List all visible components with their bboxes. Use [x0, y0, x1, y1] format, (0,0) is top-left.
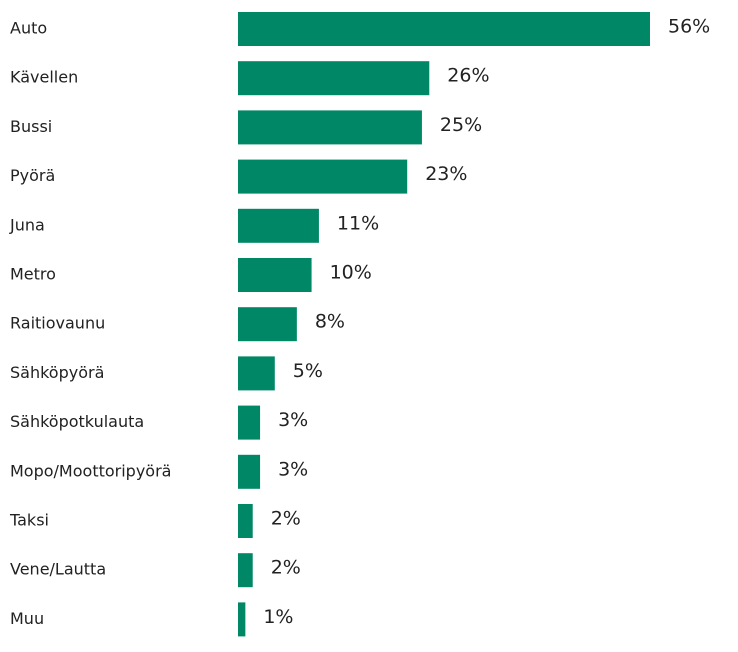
category-label: Juna [9, 215, 45, 234]
value-label: 10% [330, 262, 372, 284]
value-label: 8% [315, 311, 345, 333]
category-label: Auto [10, 19, 47, 38]
bar [238, 356, 275, 391]
value-label: 56% [668, 16, 710, 38]
category-label: Mopo/Moottoripyörä [10, 461, 171, 480]
category-label: Sähköpotkulauta [10, 412, 144, 431]
value-label: 26% [447, 65, 489, 87]
bar [238, 208, 319, 243]
bar [238, 159, 408, 194]
category-label: Taksi [9, 511, 49, 530]
category-label: Muu [10, 609, 44, 628]
bar [238, 454, 261, 489]
category-label: Vene/Lautta [10, 560, 106, 579]
category-label: Bussi [10, 117, 52, 136]
value-label: 1% [263, 606, 293, 628]
value-label: 11% [337, 212, 379, 234]
category-label: Pyörä [10, 166, 55, 185]
category-label: Sähköpyörä [10, 363, 104, 382]
category-label: Kävellen [10, 68, 78, 87]
value-label: 3% [278, 409, 308, 431]
bar [238, 307, 297, 342]
bar [238, 12, 650, 46]
value-label: 5% [293, 360, 323, 382]
bar [238, 602, 246, 637]
value-label: 3% [278, 458, 308, 480]
bar [238, 61, 430, 96]
category-label: Raitiovaunu [10, 314, 105, 333]
category-label: Metro [10, 265, 56, 284]
value-label: 2% [271, 508, 301, 530]
value-label: 25% [440, 114, 482, 136]
bar [238, 405, 261, 440]
value-label: 2% [271, 557, 301, 579]
bar [238, 553, 253, 588]
bar [238, 110, 422, 145]
bar [238, 258, 312, 292]
bar [238, 504, 253, 538]
value-label: 23% [425, 163, 467, 185]
